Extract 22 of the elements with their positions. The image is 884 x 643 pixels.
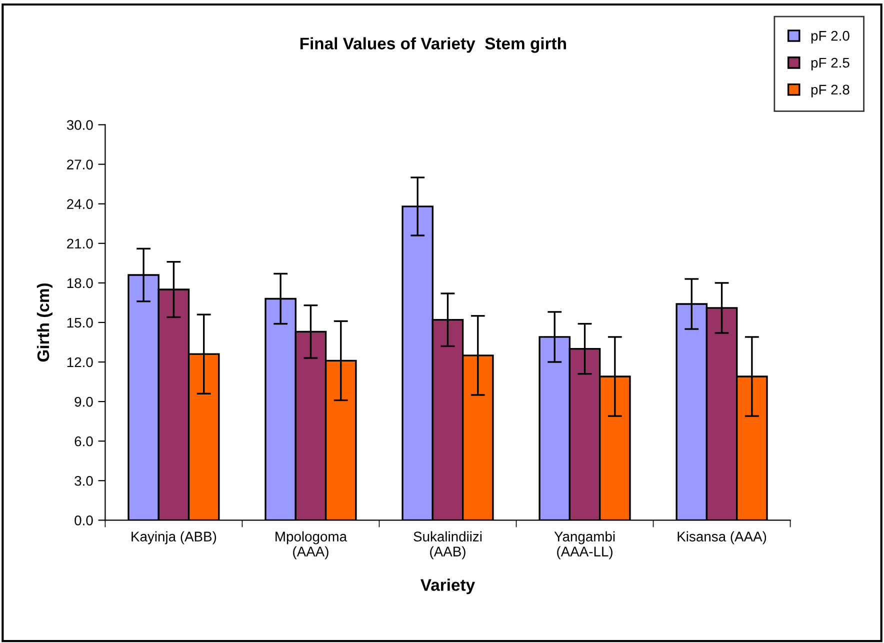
y-tick-label: 0.0: [74, 516, 93, 526]
y-tick-label: 9.0: [74, 396, 93, 407]
x-tick-label: Yangambi (AAA-LL): [554, 531, 615, 560]
chart-title: Final Values of Variety Stem girth: [300, 37, 566, 53]
legend-label: pF 2.0: [811, 30, 850, 44]
y-tick-label: 12.0: [67, 357, 93, 368]
y-tick-label: 3.0: [74, 476, 93, 486]
y-tick-label: 18.0: [67, 278, 93, 288]
y-tick-label: 30.0: [66, 120, 93, 130]
legend-label: pF 2.5: [811, 58, 850, 70]
legend-label: pF 2.8: [811, 84, 850, 98]
y-tick-label: 21.0: [67, 238, 93, 249]
x-axis-title: Variety: [420, 578, 475, 594]
y-tick-label: 6.0: [74, 436, 93, 446]
y-tick-label: 27.0: [67, 160, 93, 170]
x-tick-label: Kisansa (AAA): [678, 531, 766, 544]
y-axis-title: Girth (cm): [36, 283, 52, 362]
y-tick-label: 24.0: [67, 199, 93, 209]
x-tick-label: Kayinja (ABB): [132, 531, 216, 544]
x-tick-label: Mpologoma (AAA): [276, 531, 348, 560]
x-tick-label: Sukalindiizi (AAB): [414, 531, 482, 560]
y-tick-label: 15.0: [67, 318, 93, 328]
